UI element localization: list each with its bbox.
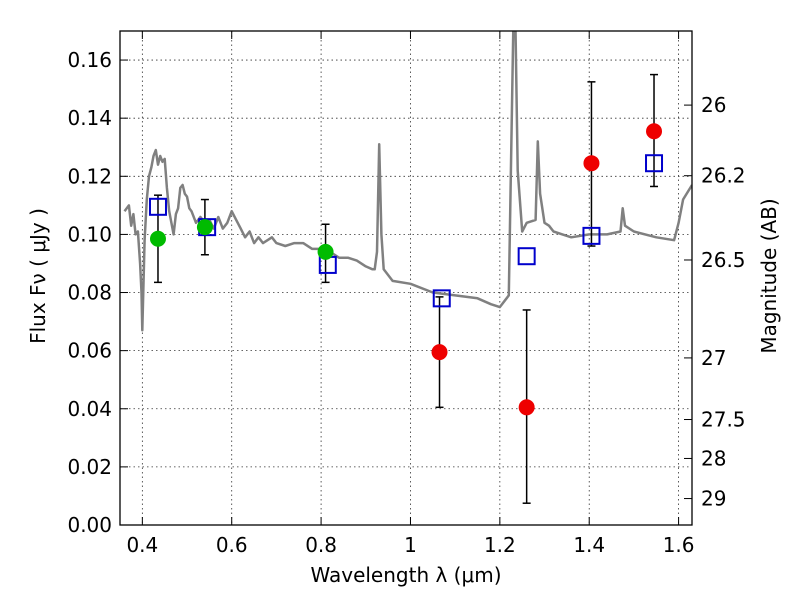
y-tick-label: 0.12 [67,164,112,188]
green-data-point [196,219,213,236]
right-axis-label: Magnitude (AB) [757,198,781,353]
y-tick-label: 0.08 [67,281,112,305]
spectrum-line [123,31,692,332]
x-tick-label: 1.6 [663,533,695,557]
model-square-point [645,154,664,173]
plot-area-clip-group [123,31,692,504]
green-data-point [317,243,334,260]
y-tick-label: 0.06 [67,339,112,363]
x-tick-label: 0.6 [216,533,248,557]
y-tick-label: 0.16 [67,48,112,72]
y-tick-label: 0.00 [67,513,112,537]
right-tick-labels: 26 26.2 26.5 27 27.5 28 29 [701,93,746,510]
right-tick-label: 29 [701,487,726,511]
y-tick-label: 0.10 [67,222,112,246]
y-tick-label: 0.14 [67,106,112,130]
right-tick-label: 27.5 [701,408,746,432]
model-square-point [582,226,601,245]
model-square-point [148,197,167,216]
model-square-point [517,247,536,266]
plot-frame [119,30,693,526]
green-data-point [149,230,166,247]
x-tick-label: 0.8 [305,533,337,557]
right-tick-label: 27 [701,346,726,370]
x-tick-labels: 0.4 0.6 0.8 1 1.2 1.4 1.6 [126,533,694,557]
model-square-point [432,289,451,308]
axis-ticks [120,31,692,526]
y-tick-label: 0.04 [67,397,112,421]
y-tick-labels: 0.00 0.02 0.04 0.06 0.08 0.10 0.12 0.14 0.16 [67,48,112,537]
right-tick-label: 26 [701,93,726,117]
right-tick-label: 26.2 [701,164,746,188]
x-tick-label: 1.2 [484,533,516,557]
gridlines [120,31,692,526]
right-tick-label: 26.5 [701,248,746,272]
x-tick-label: 1.4 [573,533,605,557]
x-axis-label: Wavelength λ (μm) [310,563,501,587]
y-tick-label: 0.02 [67,455,112,479]
right-tick-label: 28 [701,446,726,470]
red-data-point [583,155,600,172]
red-data-point [646,123,663,140]
red-data-point [431,344,448,361]
x-tick-label: 1 [404,533,417,557]
x-tick-label: 0.4 [126,533,158,557]
red-data-point [518,399,535,416]
y-axis-label: Flux Fν ( μJy ) [26,208,50,344]
